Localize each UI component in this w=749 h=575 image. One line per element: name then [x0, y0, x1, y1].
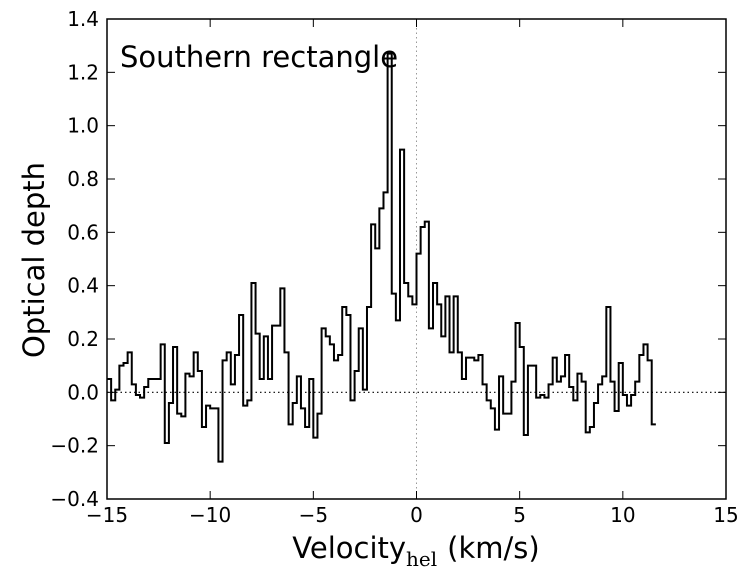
y-tick-label: 0.6 — [67, 220, 99, 244]
y-tick-label: 1.0 — [67, 114, 99, 138]
axis-ticks — [106, 18, 727, 500]
x-tick-label: 5 — [513, 503, 526, 527]
x-axis-label: Velocity — [292, 531, 406, 565]
x-tick-label: 0 — [410, 503, 423, 527]
x-axis-unit: (km/s) — [447, 531, 540, 565]
optical-depth-step-series — [107, 52, 656, 463]
x-tick-label: −15 — [86, 503, 128, 527]
x-tick-label: −5 — [299, 503, 328, 527]
y-tick-label: −0.2 — [50, 434, 99, 458]
y-tick-label: 0.0 — [67, 380, 99, 404]
y-tick-label: −0.4 — [50, 487, 99, 511]
chart-title: Southern rectangle — [120, 40, 398, 74]
y-tick-label: 0.4 — [67, 274, 99, 298]
y-tick-label: 1.2 — [67, 60, 99, 84]
y-tick-label: 0.8 — [67, 167, 99, 191]
y-tick-label: 1.4 — [67, 7, 99, 31]
x-tick-label: 10 — [610, 503, 635, 527]
x-axis-label-subscript: hel — [406, 547, 437, 571]
x-axis-title: Velocityhel (km/s) — [292, 531, 539, 571]
x-tick-label: 15 — [713, 503, 738, 527]
y-axis-title: Optical depth — [17, 162, 51, 358]
x-tick-label: −10 — [189, 503, 231, 527]
axis-tick-labels: −15 −10 −5 0 5 10 15 −0.4 −0.2 0.0 0.2 0.4 0.6 0.8 1.0… — [50, 7, 738, 527]
y-tick-label: 0.2 — [67, 327, 99, 351]
